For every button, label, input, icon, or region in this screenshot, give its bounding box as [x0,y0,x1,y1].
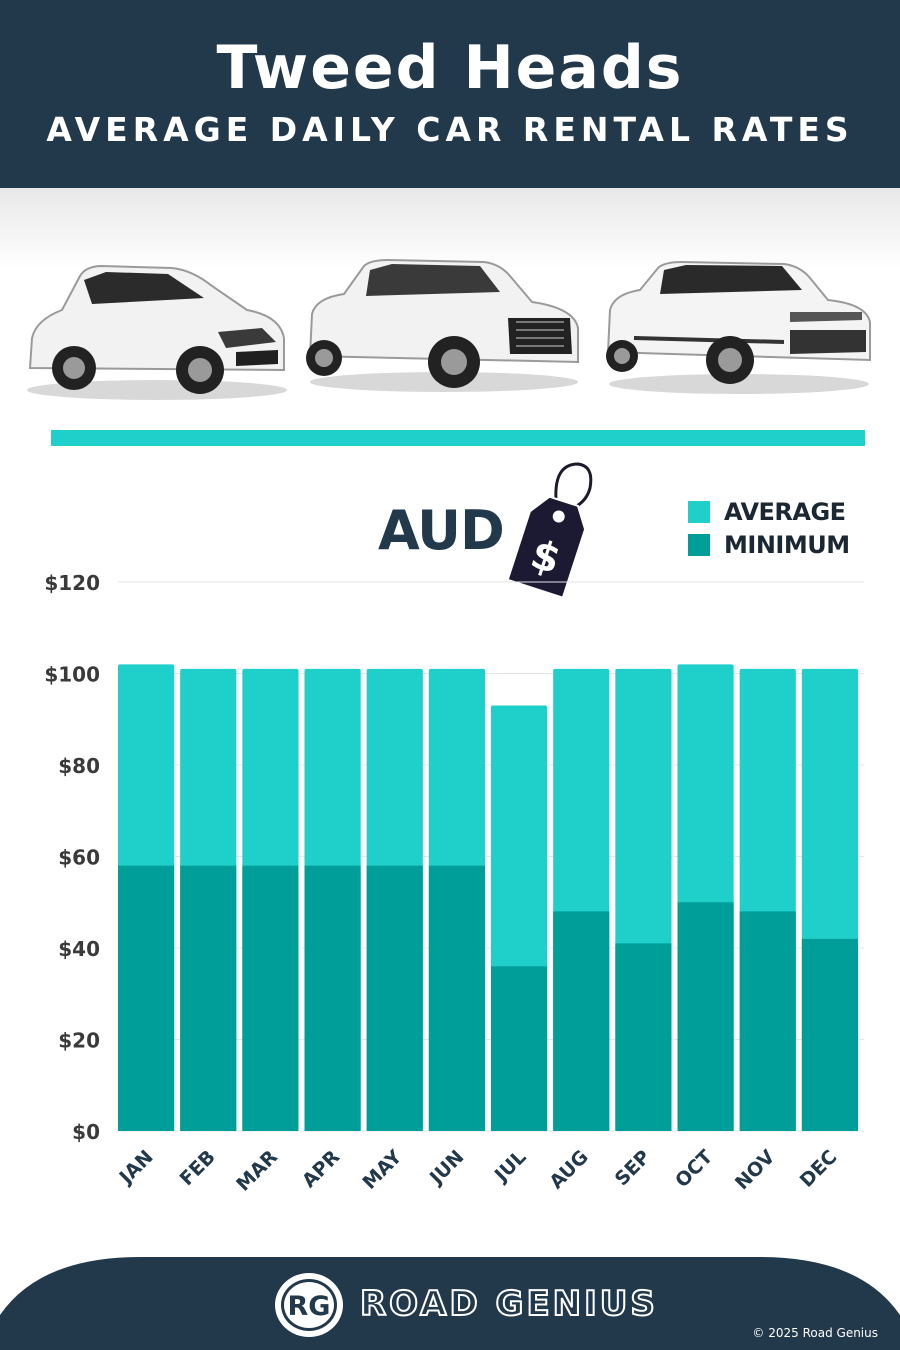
legend-swatch-average [688,501,710,523]
bar-minimum [491,966,548,1131]
bar-minimum [553,911,610,1131]
hatchback-car-icon [27,264,287,400]
x-tick-label: SEP [611,1146,655,1190]
legend-label-minimum: MINIMUM [724,531,850,559]
y-tick-label: $120 [44,571,100,595]
road-genius-logo-icon: RG [275,1273,343,1337]
y-tick-label: $60 [58,846,100,870]
x-tick-label: APR [298,1146,344,1192]
legend-swatch-minimum [688,534,710,556]
legend-item-average: AVERAGE [688,498,846,526]
bar-minimum [304,865,361,1131]
x-tick-label: DEC [796,1146,842,1192]
y-tick-label: $40 [58,937,100,961]
y-tick-label: $0 [72,1120,100,1144]
x-tick-label: JUN [424,1146,468,1190]
x-tick-label: JUL [489,1146,530,1187]
bar-minimum [615,943,672,1131]
bar-minimum [366,865,423,1131]
bar-minimum [677,902,734,1131]
copyright-text: © 2025 Road Genius [752,1326,878,1340]
x-tick-label: OCT [671,1146,717,1192]
logo-initials: RG [288,1291,331,1322]
currency-label: AUD [378,499,505,562]
x-tick-label: MAR [232,1146,282,1196]
suv-car-icon [306,258,579,392]
legend-label-average: AVERAGE [724,498,846,526]
header-banner: Tweed Heads AVERAGE DAILY CAR RENTAL RAT… [0,0,900,188]
y-tick-label: $20 [58,1029,100,1053]
bar-minimum [118,865,175,1131]
bar-minimum [801,938,858,1131]
bar-minimum [242,865,299,1131]
y-tick-label: $80 [58,754,100,778]
bar-chart: $0 $20 $40 $60 $80 $100 $120 JAN FEB MAR APR MAY JUN… [44,571,864,1196]
x-tick-label: JAN [114,1146,158,1190]
page-subtitle: AVERAGE DAILY CAR RENTAL RATES [46,110,854,149]
brand-name: ROAD GENIUS [359,1283,658,1325]
car-image-band [0,188,900,420]
luxury-suv-car-icon [606,260,871,394]
bar-minimum [739,911,796,1131]
y-tick-label: $100 [44,663,100,687]
page-title: Tweed Heads [216,33,684,103]
footer-banner [0,1257,900,1350]
x-tick-label: AUG [545,1146,592,1193]
price-tag-icon: $ [506,462,593,599]
accent-divider [51,430,865,446]
x-tick-label: NOV [731,1146,779,1194]
legend-item-minimum: MINIMUM [688,531,850,559]
x-tick-label: MAY [359,1146,407,1194]
bar-minimum [180,865,237,1131]
bar-minimum [428,865,485,1131]
x-tick-label: FEB [176,1146,220,1190]
